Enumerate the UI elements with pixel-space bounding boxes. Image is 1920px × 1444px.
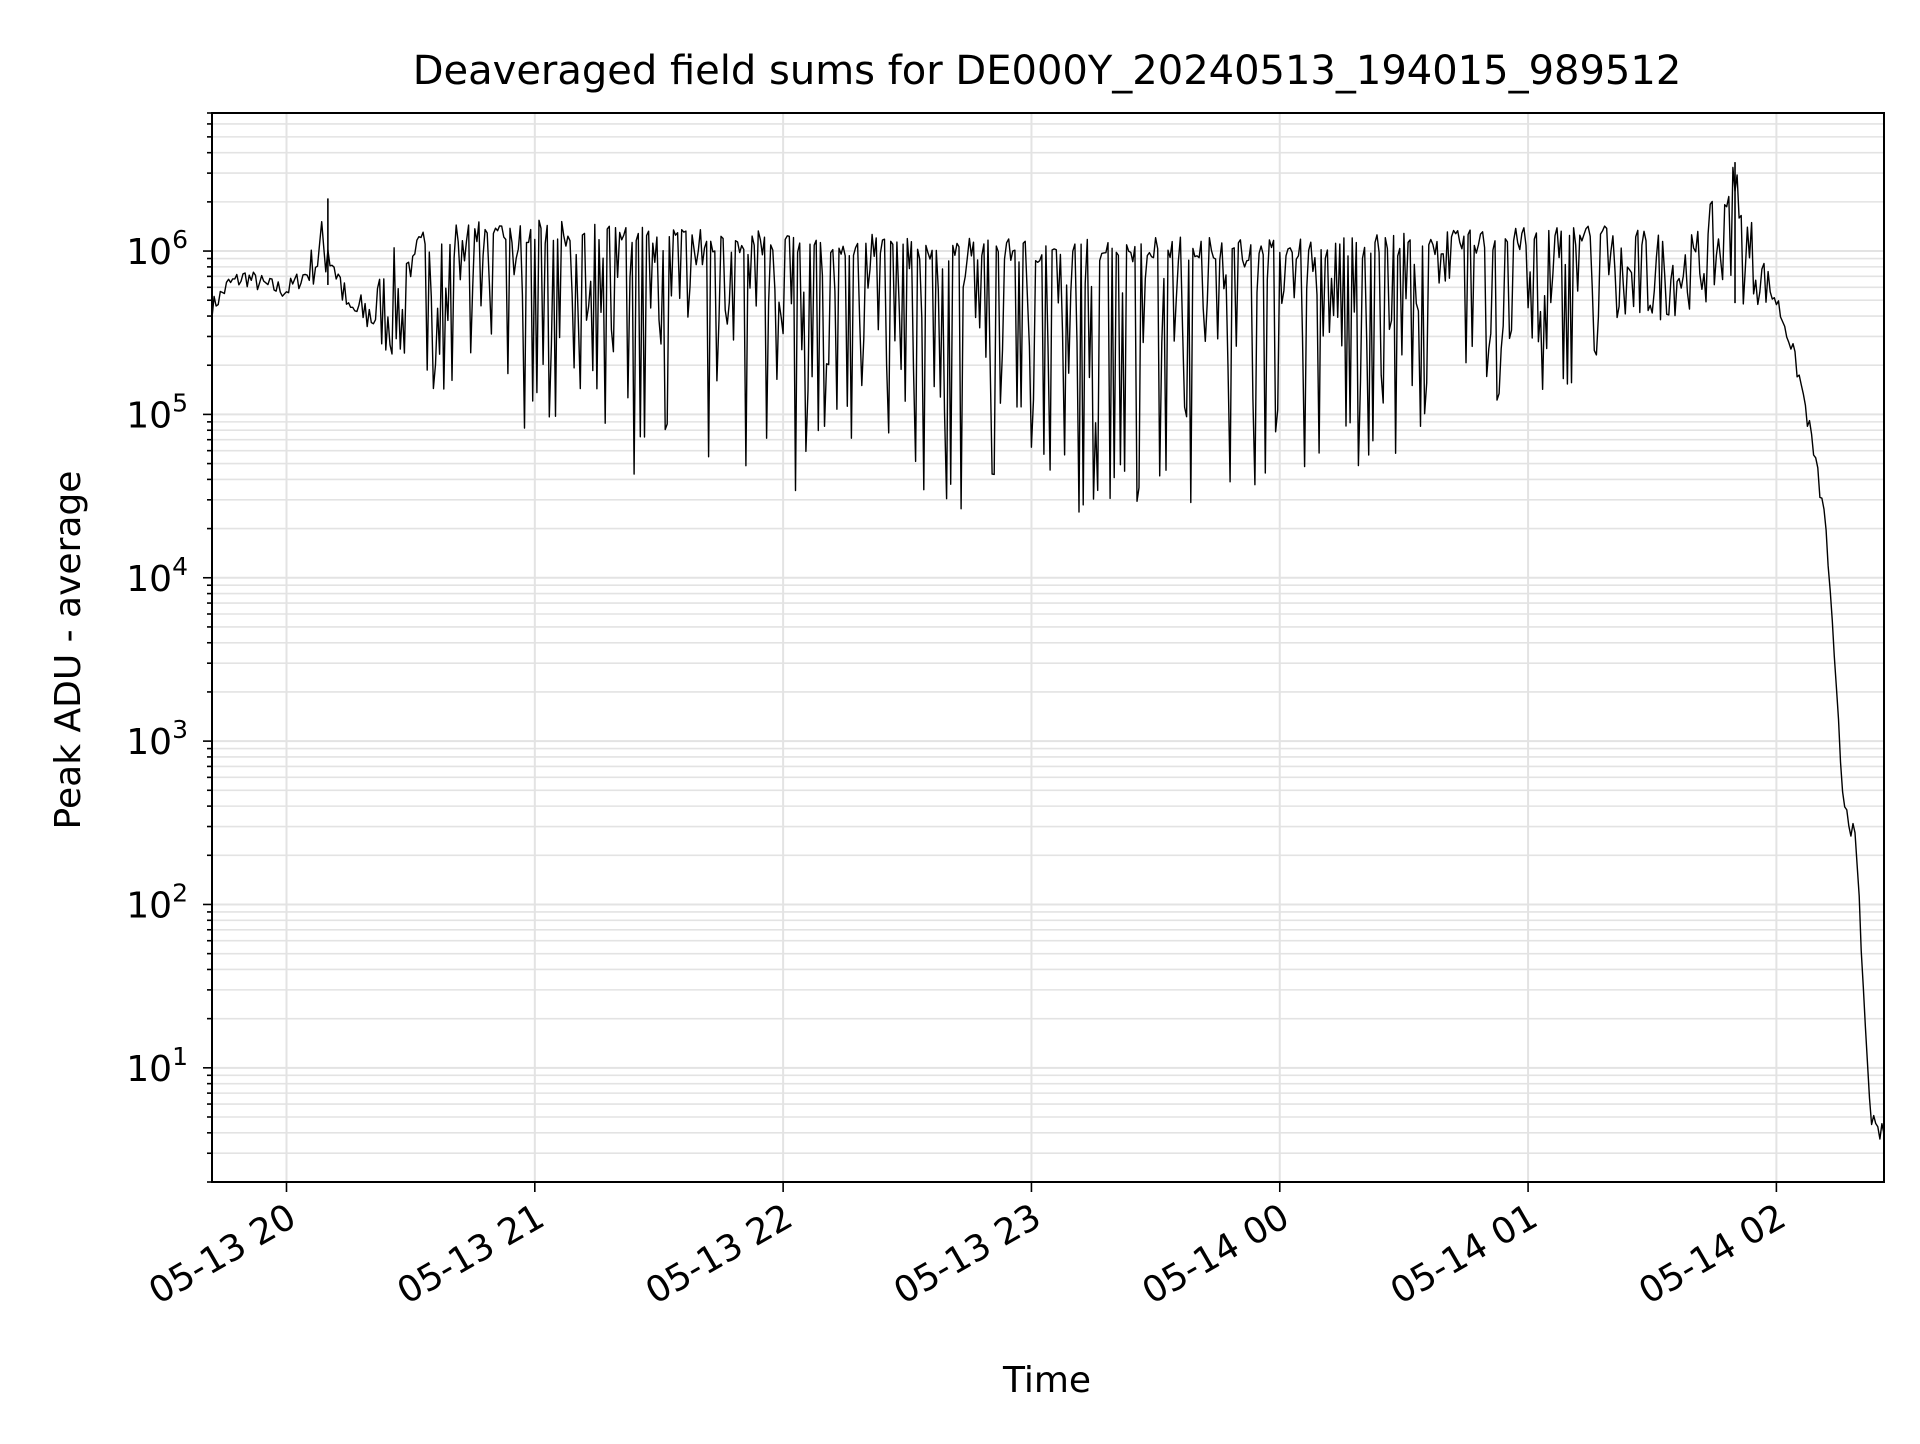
y-tick-label: 106 [126, 225, 188, 273]
series-line [211, 166, 1885, 1140]
y-tick-label: 101 [126, 1042, 188, 1090]
y-axis-label: Peak ADU - average [48, 471, 89, 830]
y-tick-label: 105 [126, 388, 188, 436]
y-tick-label: 103 [126, 715, 188, 763]
plot-frame [211, 112, 1885, 1183]
data-layer [211, 162, 1885, 1140]
x-axis-label: Time [1002, 1360, 1091, 1401]
chart-title: Deaveraged field sums for DE000Y_2024051… [413, 48, 1682, 94]
grid [212, 112, 1884, 1183]
y-tick-label: 104 [126, 552, 188, 600]
y-tick-label: 102 [126, 878, 188, 926]
